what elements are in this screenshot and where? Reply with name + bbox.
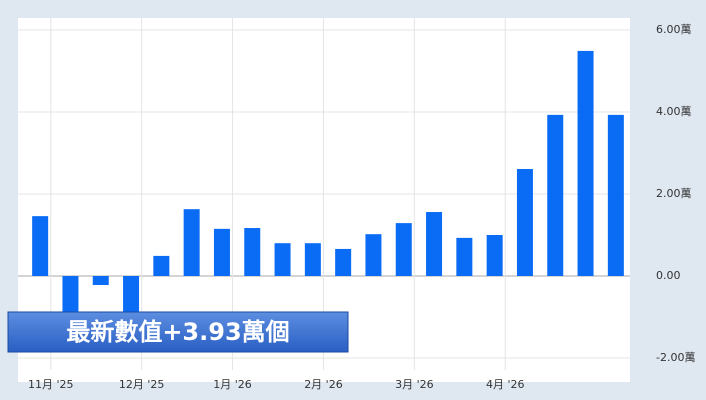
bar (365, 234, 382, 276)
bar (395, 223, 412, 276)
bar (486, 235, 503, 276)
bar (183, 209, 200, 276)
bar (304, 243, 321, 276)
y-tick-label: 4.00萬 (656, 105, 692, 118)
bar (607, 114, 624, 277)
x-tick-label: 3月 '26 (395, 378, 434, 391)
y-tick-label: 6.00萬 (656, 23, 692, 36)
bar (426, 212, 443, 276)
bar (335, 248, 352, 276)
x-tick-label: 11月 '25 (28, 378, 74, 391)
bar (32, 216, 49, 276)
bar (62, 276, 79, 315)
annotation: 最新數值+3.93萬個 (66, 318, 289, 346)
x-tick-label: 2月 '26 (304, 378, 343, 391)
bar (274, 243, 291, 276)
y-tick-label: -2.00萬 (656, 351, 695, 364)
y-tick-label: 2.00萬 (656, 187, 692, 200)
y-tick-label: 0.00 (656, 269, 681, 282)
bar (92, 276, 109, 286)
bar (244, 228, 261, 276)
x-tick-label: 1月 '26 (213, 378, 252, 391)
bar (547, 114, 564, 277)
banner (7, 311, 349, 353)
bar (213, 228, 230, 276)
bar (577, 50, 594, 276)
x-tick-label: 4月 '26 (486, 378, 525, 391)
bar (456, 237, 473, 276)
bar (153, 255, 170, 276)
bar (123, 276, 140, 313)
x-tick-label: 12月 '25 (119, 378, 165, 391)
bar (516, 168, 533, 276)
